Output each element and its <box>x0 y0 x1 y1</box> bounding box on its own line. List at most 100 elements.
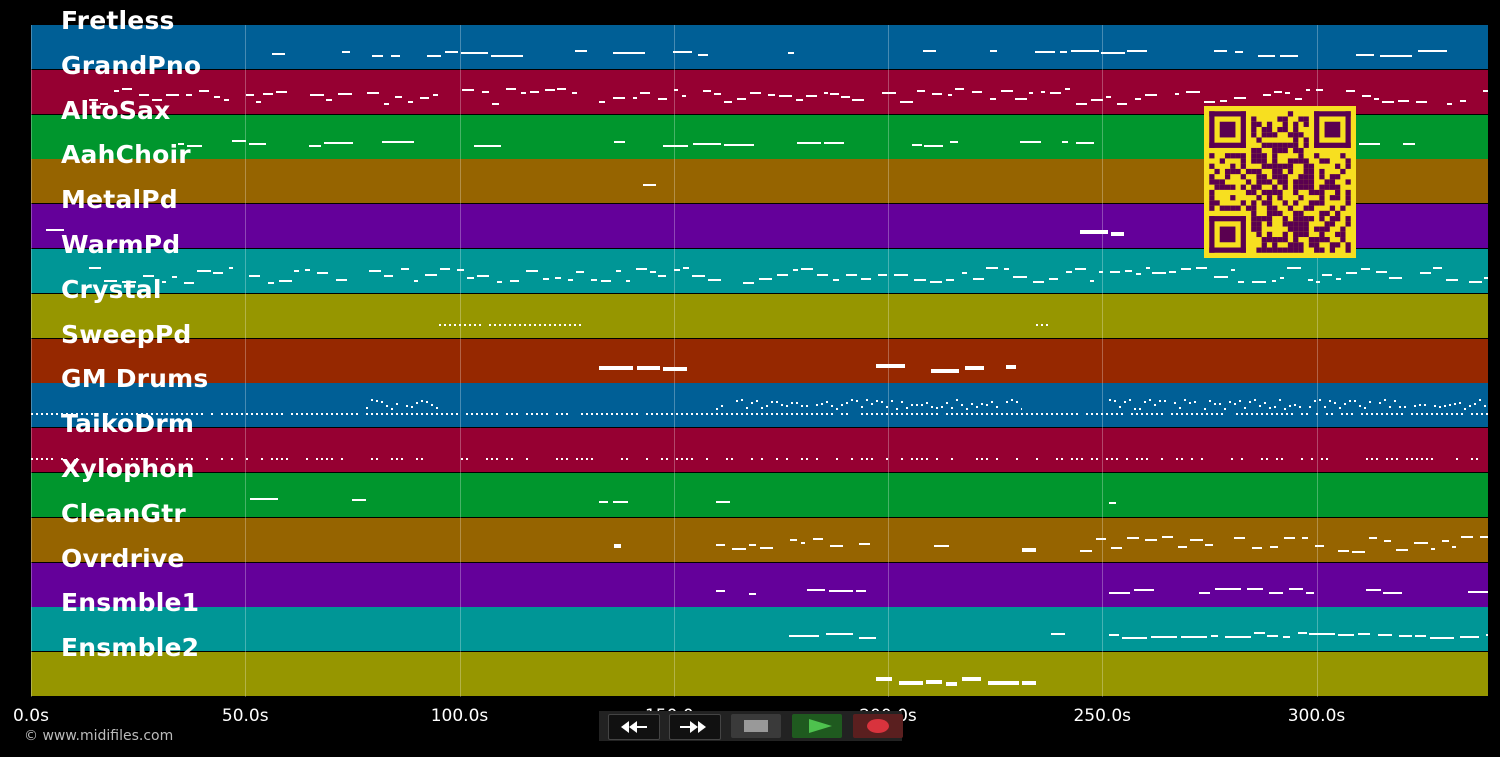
note <box>698 54 708 56</box>
note <box>1389 406 1392 409</box>
stop-button[interactable] <box>731 714 781 738</box>
note <box>1396 413 1398 416</box>
note <box>1321 458 1323 461</box>
note <box>1000 89 1014 92</box>
note <box>746 413 748 416</box>
note <box>1135 273 1142 275</box>
note <box>106 413 108 416</box>
note <box>518 323 521 326</box>
note <box>840 404 843 407</box>
note <box>529 90 540 93</box>
note <box>731 413 733 416</box>
note <box>736 97 746 100</box>
note <box>89 267 101 269</box>
note <box>1051 413 1053 416</box>
note <box>791 413 793 416</box>
note <box>801 458 803 461</box>
note <box>1326 413 1328 416</box>
note <box>920 404 923 407</box>
note <box>1394 400 1397 403</box>
play-button[interactable] <box>792 714 842 738</box>
note <box>1201 413 1203 416</box>
transport-controls <box>599 711 903 741</box>
note <box>1096 413 1098 416</box>
note <box>356 413 358 416</box>
note <box>1413 541 1428 544</box>
note <box>934 544 949 547</box>
note <box>910 404 913 407</box>
note <box>851 458 853 461</box>
note <box>1349 400 1352 403</box>
rewind-button[interactable] <box>608 714 660 740</box>
note <box>985 404 988 407</box>
note <box>1230 269 1236 271</box>
note <box>326 413 328 416</box>
note <box>486 458 488 461</box>
record-button[interactable] <box>853 714 903 738</box>
track-lane <box>31 652 1488 697</box>
note <box>673 269 681 271</box>
note <box>191 413 193 416</box>
note <box>407 100 414 103</box>
track-name-label: Ensmble1 <box>61 588 200 618</box>
note <box>1238 281 1245 283</box>
note <box>758 278 773 280</box>
note <box>166 413 168 416</box>
note <box>51 413 53 416</box>
note <box>861 413 863 416</box>
note <box>871 458 873 461</box>
note <box>436 413 438 416</box>
note <box>1471 413 1473 416</box>
note <box>305 269 311 271</box>
note <box>506 458 508 461</box>
note <box>1411 413 1413 416</box>
note <box>676 458 678 461</box>
note <box>726 458 728 461</box>
note <box>401 458 403 461</box>
note <box>226 413 228 416</box>
note <box>366 407 369 410</box>
note <box>1061 458 1063 461</box>
note <box>1451 545 1456 548</box>
note <box>1229 401 1232 404</box>
note <box>528 323 531 326</box>
note <box>896 413 898 416</box>
note <box>736 413 738 416</box>
note <box>706 413 708 416</box>
note <box>578 323 581 326</box>
note <box>1236 413 1238 416</box>
qr-code-icon[interactable] <box>1204 106 1356 258</box>
note <box>366 413 368 416</box>
note <box>213 95 221 98</box>
note <box>113 89 120 92</box>
note <box>1161 458 1163 461</box>
note <box>781 413 783 416</box>
note <box>1091 458 1093 461</box>
note <box>136 458 138 461</box>
note <box>1136 458 1138 461</box>
note <box>1001 413 1003 416</box>
note <box>830 544 844 547</box>
note <box>1476 458 1478 461</box>
fast-forward-button[interactable] <box>669 714 721 740</box>
note <box>1211 635 1219 638</box>
note <box>1460 535 1473 538</box>
note <box>1109 502 1117 504</box>
note <box>1190 538 1203 541</box>
note <box>1484 277 1488 279</box>
note <box>1109 591 1131 594</box>
note <box>401 413 403 416</box>
note <box>1434 405 1437 408</box>
note <box>711 413 713 416</box>
note <box>1399 406 1402 409</box>
track-lane <box>31 428 1488 473</box>
track-name-label: CleanGtr <box>61 498 186 528</box>
note <box>1114 400 1117 403</box>
note <box>468 323 471 326</box>
note <box>1430 547 1436 550</box>
note <box>36 458 38 461</box>
note <box>947 93 953 96</box>
track-lane <box>31 473 1488 517</box>
note <box>1116 458 1118 461</box>
note <box>981 413 983 416</box>
